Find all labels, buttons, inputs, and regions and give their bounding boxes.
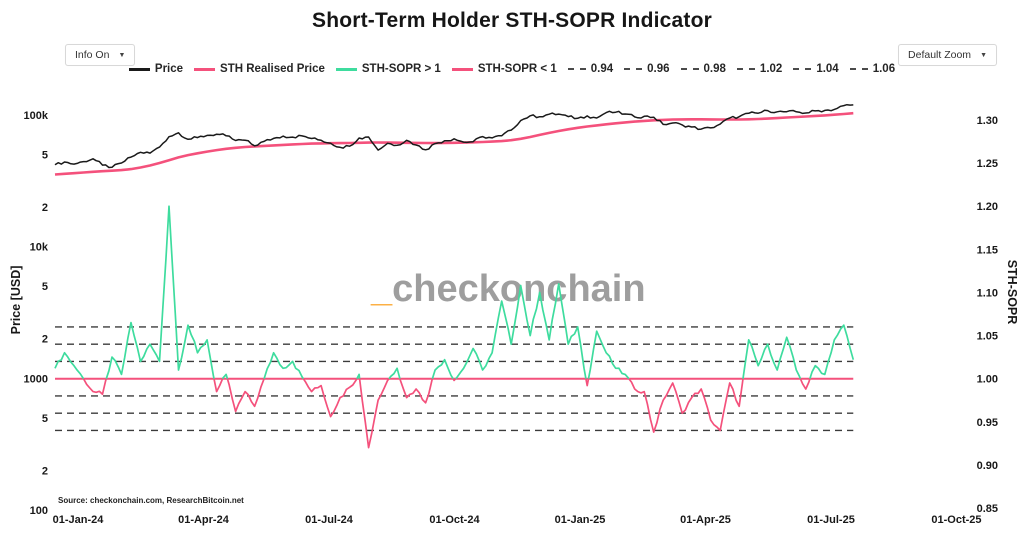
x-axis-tick-label: 01-Oct-25 xyxy=(931,514,981,526)
left-axis-tick-label: 2 xyxy=(42,465,48,477)
line-swatch-icon xyxy=(451,67,473,71)
legend-item-sth-sopr-1[interactable]: STH-SOPR > 1 xyxy=(335,63,441,75)
right-axis-tick-label: 0.85 xyxy=(977,503,998,515)
sth-realised-price-line xyxy=(54,111,854,176)
right-axis-tick-label: 1.05 xyxy=(977,331,998,343)
dashed-line-swatch-icon xyxy=(736,68,755,70)
right-axis-tick-label: 1.25 xyxy=(977,158,998,170)
x-axis-tick-label: 01-Jul-24 xyxy=(305,514,354,526)
line-swatch-icon xyxy=(194,67,216,71)
x-axis-tick-label: 01-Oct-24 xyxy=(429,514,480,526)
price-line xyxy=(54,103,854,169)
left-axis-tick-label: 2 xyxy=(42,334,48,346)
legend-item-label: 0.94 xyxy=(590,63,614,75)
legend-item-label: STH-SOPR < 1 xyxy=(477,63,557,75)
page-title: Short-Term Holder STH-SOPR Indicator xyxy=(311,9,712,32)
info-toggle-dropdown[interactable]: Info On ▼ xyxy=(65,44,136,66)
left-axis-tick-label: 2 xyxy=(42,202,48,214)
left-axis-title: Price [USD] xyxy=(9,266,23,335)
dashed-line-swatch-icon xyxy=(849,68,868,70)
right-axis-title: STH-SOPR xyxy=(1005,260,1019,325)
dashed-line-swatch-icon xyxy=(793,68,812,70)
legend-item-label: 0.96 xyxy=(647,63,670,75)
legend-item-sth-realised-price[interactable]: STH Realised Price xyxy=(194,63,325,75)
legend-item-label: Price xyxy=(154,63,184,75)
right-axis-tick-label: 0.90 xyxy=(977,460,998,472)
legend-item-sth-sopr-1[interactable]: STH-SOPR < 1 xyxy=(451,63,557,75)
left-axis-tick-label: 100 xyxy=(30,505,48,517)
line-swatch-icon xyxy=(128,67,150,71)
zoom-preset-label: Default Zoom xyxy=(908,49,972,61)
x-axis-tick-label: 01-Jul-25 xyxy=(807,514,855,526)
left-axis-tick-label: 1000 xyxy=(24,373,48,385)
right-axis-tick-label: 0.95 xyxy=(977,417,998,429)
dashed-line-swatch-icon xyxy=(680,68,699,70)
legend-item-label: 1.02 xyxy=(759,63,783,75)
legend-item-0.98[interactable]: 0.98 xyxy=(680,63,726,75)
legend-item-label: STH Realised Price xyxy=(220,63,325,75)
dashed-line-swatch-icon xyxy=(567,68,586,70)
right-axis-tick-label: 1.15 xyxy=(977,244,998,256)
legend-item-label: 1.04 xyxy=(816,63,839,75)
right-axis-tick-label: 1.10 xyxy=(977,287,998,299)
x-axis-tick-label: 01-Apr-24 xyxy=(178,514,230,526)
left-axis-tick-label: 100k xyxy=(24,110,49,122)
chevron-down-icon: ▼ xyxy=(980,51,987,59)
legend-item-1.04[interactable]: 1.04 xyxy=(793,63,839,75)
left-axis-tick-label: 5 xyxy=(42,413,48,425)
x-axis-tick-label: 01-Jan-25 xyxy=(555,514,606,526)
left-axis-tick-label: 5 xyxy=(42,281,48,293)
legend: Price STH Realised Price STH-SOPR > 1 STH-S… xyxy=(0,63,1024,75)
right-axis-tick-label: 1.20 xyxy=(977,201,998,213)
sopr-line-above-1 xyxy=(54,205,855,380)
legend-item-price[interactable]: Price xyxy=(128,63,184,75)
watermark-underscore: _ xyxy=(371,268,393,310)
right-axis-tick-label: 1.00 xyxy=(977,374,998,386)
right-axis-tick-label: 1.30 xyxy=(977,115,998,127)
chevron-down-icon: ▼ xyxy=(118,51,126,59)
legend-item-0.96[interactable]: 0.96 xyxy=(624,63,670,75)
sopr-line-below-1 xyxy=(82,378,811,449)
legend-item-label: 1.06 xyxy=(872,63,896,75)
left-axis-tick-label: 5 xyxy=(42,150,48,162)
legend-item-1.06[interactable]: 1.06 xyxy=(849,63,896,75)
zoom-preset-dropdown[interactable]: Default Zoom ▼ xyxy=(898,44,997,66)
legend-item-label: STH-SOPR > 1 xyxy=(361,63,441,75)
legend-item-0.94[interactable]: 0.94 xyxy=(567,63,614,75)
line-swatch-icon xyxy=(335,67,357,71)
source-attribution: Source: checkonchain.com, ResearchBitcoi… xyxy=(58,496,244,505)
legend-item-1.02[interactable]: 1.02 xyxy=(736,63,783,75)
x-axis-tick-label: 01-Jan-24 xyxy=(53,514,105,526)
legend-item-label: 0.98 xyxy=(703,63,726,75)
dashed-line-swatch-icon xyxy=(624,68,643,70)
x-axis-tick-label: 01-Apr-25 xyxy=(680,514,731,526)
left-axis-tick-label: 10k xyxy=(30,242,49,254)
info-toggle-label: Info On xyxy=(75,49,110,61)
watermark: _checkonchain xyxy=(371,270,646,308)
